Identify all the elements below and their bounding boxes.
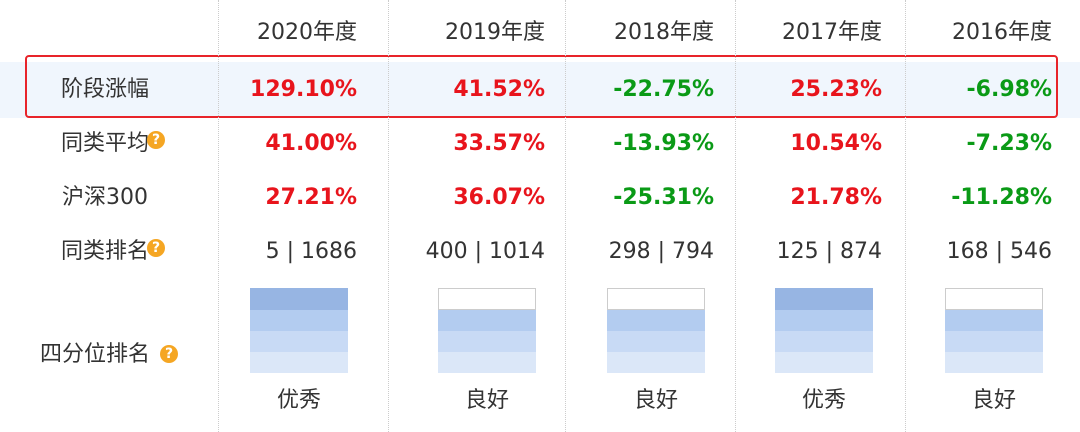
help-icon: ? [147, 131, 165, 149]
row-label: 同类平均 [60, 131, 149, 156]
quartile-block [775, 352, 873, 373]
year-header: 2020年度 [257, 20, 357, 45]
quartile-bar [250, 288, 348, 373]
quartile-block [945, 331, 1043, 352]
rank-value: 5 | 1686 [265, 239, 357, 264]
column-divider [735, 0, 736, 432]
quartile-bar [438, 288, 536, 373]
rank-value: 400 | 1014 [425, 239, 545, 264]
percent-value: 41.52% [453, 77, 545, 102]
year-header: 2016年度 [952, 20, 1052, 45]
quartile-label: 优秀 [276, 388, 321, 413]
percent-value: 41.00% [265, 131, 357, 156]
percent-value: -7.23% [966, 131, 1052, 156]
percent-value: -25.31% [613, 185, 714, 210]
percent-value: -22.75% [613, 77, 714, 102]
quartile-block [250, 288, 348, 310]
quartile-block [607, 352, 705, 373]
year-header: 2017年度 [782, 20, 882, 45]
percent-value: -6.98% [966, 77, 1052, 102]
quartile-label: 优秀 [801, 388, 846, 413]
quartile-bar [775, 288, 873, 373]
quartile-label: 良好 [464, 388, 509, 413]
quartile-block [438, 310, 536, 331]
row-label: 沪深300 [62, 185, 148, 210]
column-divider [905, 0, 906, 432]
quartile-block [250, 310, 348, 331]
quartile-block [945, 288, 1043, 310]
help-icon: ? [147, 239, 165, 257]
quartile-block [438, 352, 536, 373]
percent-value: 36.07% [453, 185, 545, 210]
quartile-block [775, 331, 873, 352]
percent-value: 25.23% [790, 77, 882, 102]
quartile-block [775, 288, 873, 310]
percent-value: 10.54% [790, 131, 882, 156]
highlight-box [25, 55, 1058, 118]
help-icon: ? [160, 345, 178, 363]
quartile-label: 良好 [971, 388, 1016, 413]
row-label: 四分位排名 [39, 342, 150, 367]
quartile-block [607, 288, 705, 310]
year-header: 2018年度 [614, 20, 714, 45]
quartile-bar [945, 288, 1043, 373]
quartile-block [250, 331, 348, 352]
quartile-block [607, 331, 705, 352]
rank-value: 125 | 874 [776, 239, 882, 264]
row-label: 阶段涨幅 [60, 77, 149, 102]
percent-value: -11.28% [951, 185, 1052, 210]
percent-value: 33.57% [453, 131, 545, 156]
quartile-block [945, 352, 1043, 373]
quartile-label: 良好 [633, 388, 678, 413]
quartile-block [250, 352, 348, 373]
rank-value: 298 | 794 [608, 239, 714, 264]
quartile-block [438, 331, 536, 352]
quartile-block [607, 310, 705, 331]
column-divider [388, 0, 389, 432]
row-label: 同类排名 [60, 239, 149, 264]
rank-value: 168 | 546 [946, 239, 1052, 264]
year-header: 2019年度 [445, 20, 545, 45]
highlight-row-bg [0, 62, 1080, 118]
column-divider [565, 0, 566, 432]
quartile-block [945, 310, 1043, 331]
percent-value: 21.78% [790, 185, 882, 210]
percent-value: 129.10% [250, 77, 357, 102]
percent-value: 27.21% [265, 185, 357, 210]
percent-value: -13.93% [613, 131, 714, 156]
quartile-block [775, 310, 873, 331]
quartile-bar [607, 288, 705, 373]
column-divider [218, 0, 219, 432]
quartile-block [438, 288, 536, 310]
